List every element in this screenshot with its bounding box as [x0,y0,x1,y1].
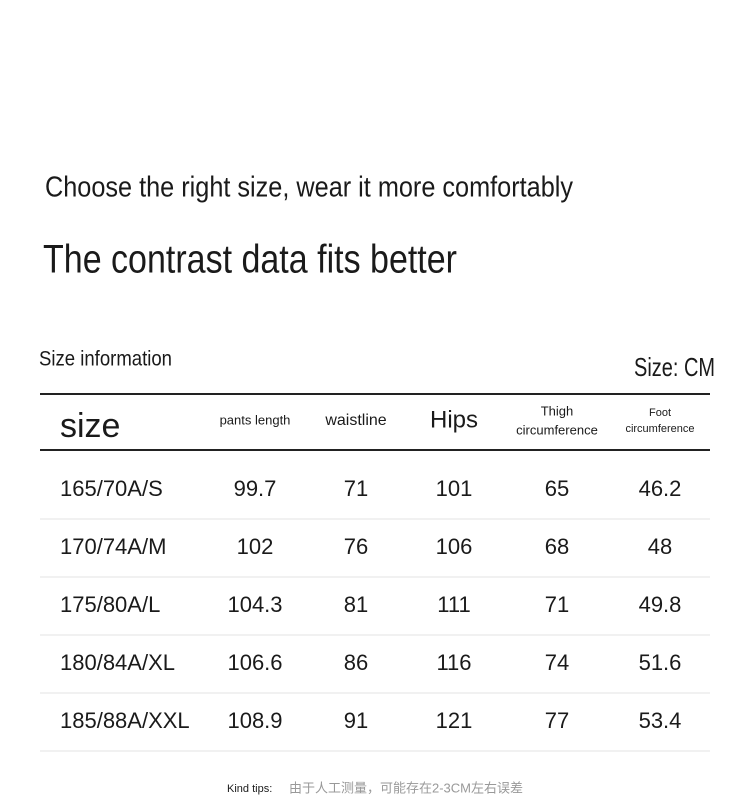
cell: 121 [436,708,473,733]
title: The contrast data fits better [43,238,457,282]
column-header: pants length [220,412,291,427]
cell: 81 [344,592,368,617]
cell: 104.3 [227,592,282,617]
column-header: circumference [516,422,598,437]
table: size pants length waistline Hips Thigh circum… [40,403,710,752]
cell: 106 [436,534,473,559]
cell: 86 [344,650,368,675]
column-header: Thigh [541,403,574,418]
unit: Size: CM [634,352,715,382]
cell: 53.4 [639,708,682,733]
cell: 185/88A/XXL [60,708,190,733]
cell: 99.7 [234,476,277,501]
column-header: circumference [625,423,694,435]
column-header: size [60,407,120,445]
cell: 101 [436,476,473,501]
cell: 106.6 [227,650,282,675]
cell: 91 [344,708,368,733]
tips-text: 由于人工测量，可能存在2-3CM左右误差 [289,780,523,795]
subtitle: Choose the right size, wear it more comf… [45,172,573,204]
caption: Size information [39,348,172,371]
cell: 111 [437,592,470,617]
cell: 51.6 [639,650,682,675]
column-header: waistline [324,412,386,429]
cell: 46.2 [639,476,682,501]
column-header: Hips [430,406,478,433]
cell: 175/80A/L [60,592,160,617]
cell: 74 [545,650,569,675]
cell: 108.9 [227,708,282,733]
cell: 71 [545,592,569,617]
cell: 48 [648,534,672,559]
cell: 68 [545,534,569,559]
cell: 77 [545,708,569,733]
cell: 165/70A/S [60,476,163,501]
column-header: Foot [649,407,671,419]
cell: 116 [436,650,471,675]
cell: 71 [344,476,368,501]
cell: 76 [344,534,368,559]
cell: 170/74A/M [60,534,166,559]
tips-label: Kind tips: [227,783,272,795]
cell: 180/84A/XL [60,650,175,675]
cell: 102 [237,534,274,559]
cell: 65 [545,476,569,501]
cell: 49.8 [639,592,682,617]
